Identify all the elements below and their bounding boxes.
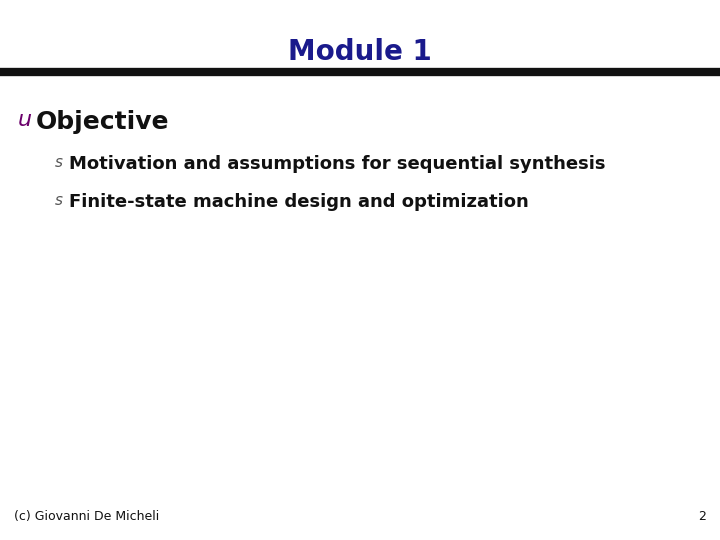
Text: Objective: Objective	[36, 110, 169, 134]
Text: s: s	[55, 193, 63, 208]
Text: s: s	[55, 155, 63, 170]
Text: u: u	[18, 110, 32, 130]
Text: Module 1: Module 1	[288, 38, 432, 66]
Text: Finite-state machine design and optimization: Finite-state machine design and optimiza…	[69, 193, 528, 211]
Text: 2: 2	[698, 510, 706, 523]
Text: Motivation and assumptions for sequential synthesis: Motivation and assumptions for sequentia…	[69, 155, 606, 173]
Text: (c) Giovanni De Micheli: (c) Giovanni De Micheli	[14, 510, 159, 523]
